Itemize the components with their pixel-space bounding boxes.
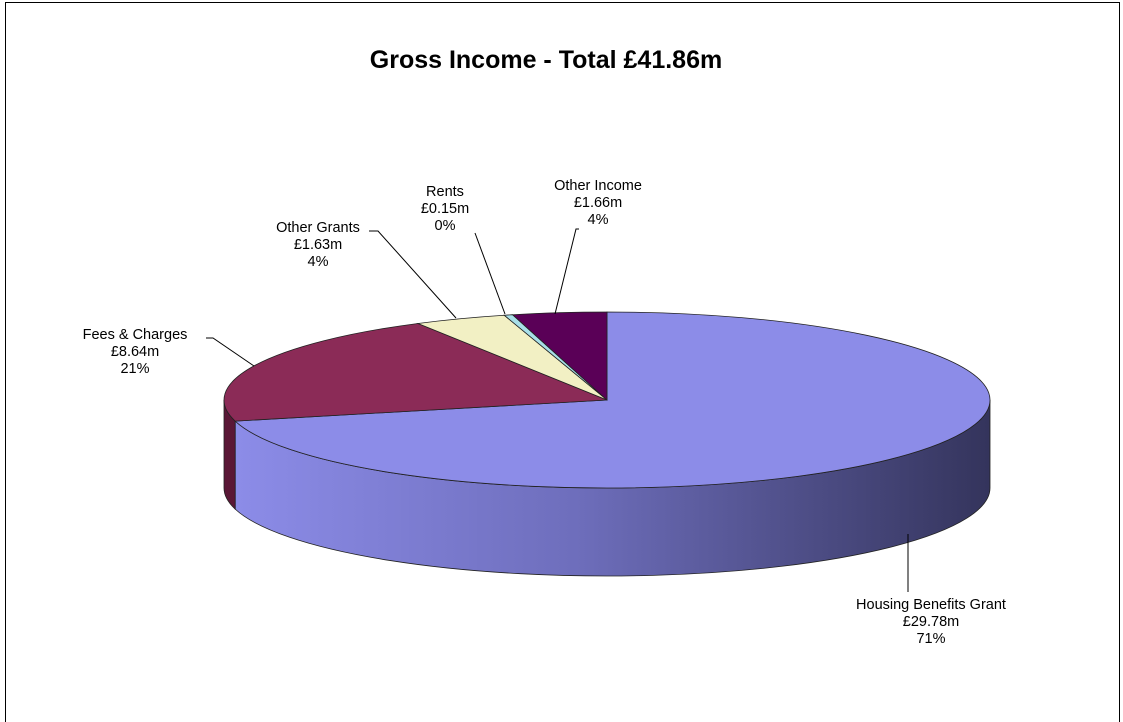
leader-line-fees-charges bbox=[206, 337, 255, 367]
data-label-rents-percent: 0% bbox=[435, 218, 456, 234]
data-label-other-income-percent: 4% bbox=[588, 212, 609, 228]
pie-slice-housing-benefits-grant bbox=[234, 311, 991, 489]
pie-slices bbox=[223, 311, 991, 489]
data-label-rents-name: Rents bbox=[426, 184, 464, 200]
leader-line-other-grants bbox=[369, 230, 457, 319]
leader-line-other-income bbox=[554, 228, 579, 315]
leader-lines bbox=[206, 228, 909, 592]
pie-slice-other-income bbox=[511, 311, 608, 401]
leader-line-rents bbox=[474, 232, 506, 315]
data-label-other-grants-amount: £1.63m bbox=[294, 237, 342, 253]
data-label-other-income-amount: £1.66m bbox=[574, 195, 622, 211]
data-label-fees-charges-name: Fees & Charges bbox=[83, 327, 188, 343]
pie-slice-fees-charges bbox=[223, 323, 608, 422]
data-label-other-grants-name: Other Grants bbox=[276, 220, 360, 236]
chart-title: Gross Income - Total £41.86m bbox=[370, 46, 722, 74]
data-label-other-income-name: Other Income bbox=[554, 178, 642, 194]
data-label-rents-amount: £0.15m bbox=[421, 201, 469, 217]
data-label-other-grants-percent: 4% bbox=[308, 254, 329, 270]
data-label-housing-benefits-grant-name: Housing Benefits Grant bbox=[856, 597, 1006, 613]
data-label-fees-charges-amount: £8.64m bbox=[111, 344, 159, 360]
data-label-housing-benefits-grant-amount: £29.78m bbox=[903, 614, 959, 630]
data-label-housing-benefits-grant-percent: 71% bbox=[916, 631, 945, 647]
data-label-fees-charges-percent: 21% bbox=[120, 361, 149, 377]
